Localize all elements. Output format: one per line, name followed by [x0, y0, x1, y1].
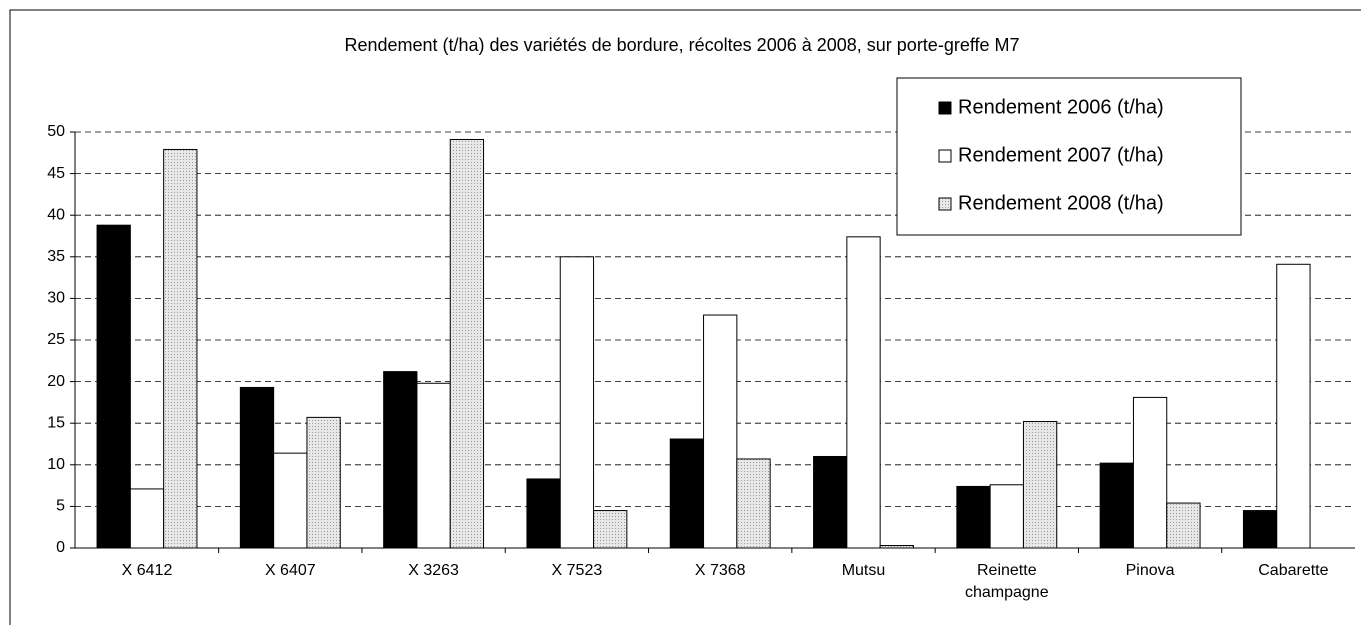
bar — [593, 510, 628, 549]
bar — [239, 386, 275, 549]
bar — [669, 438, 705, 549]
legend-box — [896, 77, 1242, 236]
bar — [703, 314, 738, 549]
bar — [736, 458, 771, 549]
x-tick-label: X 3263 — [408, 562, 459, 579]
bar — [559, 256, 595, 549]
y-tick-label: 35 — [47, 248, 65, 265]
x-tick-label: X 6412 — [121, 562, 173, 579]
x-tick-label: X 7368 — [694, 562, 746, 579]
bar — [956, 485, 991, 549]
y-tick-label: 25 — [47, 331, 65, 348]
bar — [1132, 396, 1168, 549]
legend-swatch — [938, 149, 952, 163]
x-tick-label: Cabarette — [1258, 562, 1329, 579]
bar — [449, 138, 485, 549]
y-tick-label: 40 — [47, 206, 65, 223]
x-tick-label: Reinette champagne — [964, 562, 1049, 601]
bar — [1099, 462, 1134, 549]
bar — [1242, 510, 1278, 549]
legend-label: Rendement 2006 (t/ha) — [958, 96, 1164, 118]
bar — [1276, 263, 1311, 549]
legend-swatch — [938, 101, 952, 115]
bar — [129, 488, 165, 549]
y-tick-label: 50 — [47, 123, 65, 140]
x-tick-label: Pinova — [1125, 562, 1175, 579]
legend-swatch — [938, 197, 952, 211]
legend-label: Rendement 2007 (t/ha) — [958, 144, 1164, 166]
bar — [846, 236, 881, 549]
y-tick-label: 5 — [56, 498, 65, 515]
y-tick-label: 45 — [47, 165, 65, 182]
bar — [989, 484, 1024, 549]
chart-title: Rendement (t/ha) des variétés de bordure… — [344, 35, 1019, 55]
bar — [526, 478, 561, 549]
bar — [96, 224, 131, 549]
bar — [416, 382, 451, 549]
bar — [879, 545, 914, 549]
y-tick-label: 30 — [47, 290, 65, 307]
bar — [1022, 421, 1058, 549]
y-tick-label: 10 — [47, 456, 65, 473]
bar — [383, 371, 418, 549]
bar — [306, 416, 341, 549]
y-tick-label: 15 — [47, 414, 65, 431]
x-tick-label: X 7523 — [551, 562, 603, 579]
bar — [273, 452, 308, 549]
x-tick-label: X 6407 — [264, 562, 316, 579]
bar — [813, 455, 848, 549]
bar — [163, 148, 198, 549]
x-tick-label: Mutsu — [841, 562, 886, 579]
legend-label: Rendement 2008 (t/ha) — [958, 192, 1164, 214]
y-tick-label: 0 — [56, 539, 65, 556]
bar — [1166, 502, 1201, 549]
y-tick-label: 20 — [47, 373, 65, 390]
